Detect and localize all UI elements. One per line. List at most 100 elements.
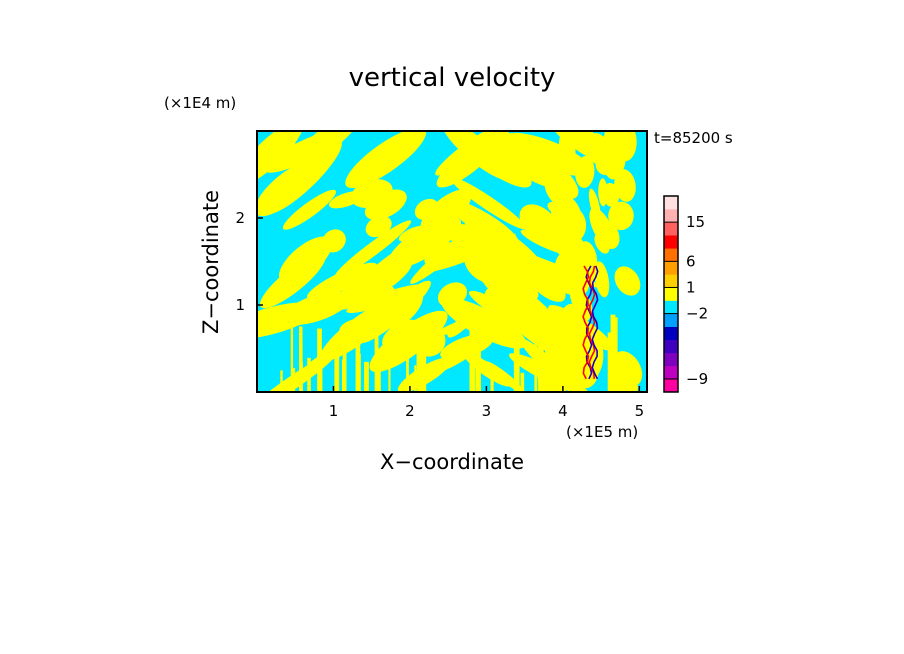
positive-region-69: [264, 131, 342, 173]
positive-region-64: [339, 319, 365, 336]
positive-region-78: [520, 229, 573, 255]
colorbar-label-3: 6: [686, 252, 696, 270]
positive-region-51: [257, 302, 320, 340]
colorbar-level-9: [664, 261, 678, 275]
x-tick-label-0: 1: [329, 402, 339, 420]
updraft-core-line-2: [591, 265, 599, 380]
colorbar-level-13: [664, 209, 678, 223]
positive-region-30: [334, 220, 412, 278]
surface-streak-22: [307, 357, 311, 392]
positive-region-121: [558, 207, 587, 243]
y-axis-ticks: 12: [235, 209, 263, 314]
x-tick-label-1: 2: [405, 402, 415, 420]
colorbar-level-7: [664, 287, 678, 301]
surface-streak-4: [364, 361, 369, 392]
colorbar-level-6: [664, 300, 678, 314]
positive-region-88: [472, 131, 548, 182]
x-tick-label-4: 5: [635, 402, 645, 420]
positive-region-28: [360, 280, 431, 343]
surface-streak-11: [610, 314, 616, 392]
positive-region-77: [307, 262, 378, 300]
positive-region-83: [558, 131, 597, 145]
surface-streak-20: [299, 326, 303, 392]
colorbar-level-2: [664, 352, 678, 367]
surface-streak-37: [300, 361, 303, 392]
positive-region-87: [387, 216, 462, 269]
colorbar-level-11: [664, 235, 678, 249]
surface-streak-18: [607, 332, 612, 392]
colorbar-level-3: [664, 339, 678, 354]
x-axis-label: X−coordinate: [380, 450, 524, 474]
surface-streak-28: [375, 332, 378, 392]
positive-region-112: [614, 266, 641, 296]
positive-region-75: [328, 191, 364, 209]
plot-area: [257, 131, 647, 392]
positive-region-123: [612, 351, 643, 387]
positive-region-70: [282, 189, 337, 230]
x-tick-label-2: 3: [482, 402, 492, 420]
colorbar-label-4: 15: [686, 213, 705, 231]
colorbar-level-5: [664, 313, 678, 327]
surface-streak-24: [416, 349, 422, 392]
surface-streak-16: [541, 339, 544, 392]
positive-region-130: [614, 169, 636, 202]
positive-region-125: [537, 367, 566, 392]
surface-streak-21: [520, 372, 525, 392]
positive-region-66: [257, 162, 315, 217]
surface-streak-15: [490, 378, 494, 392]
y-axis-label: Z−coordinate: [199, 190, 223, 334]
surface-streak-29: [613, 317, 618, 392]
positive-velocity-regions: [257, 131, 643, 392]
colorbar: −9 −2 1 6 15: [663, 195, 708, 393]
positive-region-115: [547, 317, 566, 342]
surface-streak-14: [545, 326, 550, 392]
surface-streak-19: [576, 315, 582, 392]
surface-streak-13: [342, 345, 347, 392]
positive-region-72: [517, 139, 574, 193]
positive-region-126: [567, 341, 599, 389]
positive-region-93: [475, 262, 536, 321]
positive-region-5: [447, 199, 519, 247]
positive-region-129: [575, 155, 595, 188]
surface-streak-1: [280, 370, 283, 392]
positive-region-94: [484, 361, 524, 392]
positive-region-127: [563, 133, 576, 176]
surface-streak-17: [469, 314, 472, 392]
x-axis-ticks: 1 2 3 4 5: [329, 386, 644, 420]
positive-region-82: [308, 294, 353, 316]
colorbar-level-12: [664, 222, 678, 236]
positive-region-135: [589, 207, 616, 249]
surface-streak-32: [414, 365, 417, 392]
positive-region-55: [441, 297, 527, 349]
plot-frame: [256, 130, 648, 393]
positive-region-57: [345, 131, 427, 189]
positive-region-76: [524, 263, 566, 302]
updraft-core-line-1: [588, 265, 596, 379]
positive-region-79: [365, 215, 392, 238]
positive-region-92: [410, 227, 479, 284]
convective-updraft-region: [582, 265, 599, 380]
positive-region-120: [551, 345, 578, 391]
x-tick-label-3: 4: [558, 402, 568, 420]
surface-streak-39: [291, 368, 296, 392]
colorbar-label-1: −2: [686, 305, 708, 323]
surface-streak-26: [476, 334, 480, 392]
surface-streak-36: [513, 338, 520, 392]
positive-region-58: [279, 236, 333, 284]
x-unit-label: (×1E5 m): [566, 423, 638, 441]
surface-streak-9: [420, 353, 427, 392]
time-label: t=85200 s: [654, 129, 733, 147]
colorbar-level-4: [664, 326, 678, 341]
updraft-core-line-0: [585, 265, 593, 380]
positive-region-136: [595, 153, 619, 176]
colorbar-level-14: [664, 196, 678, 210]
y-unit-label: (×1E4 m): [164, 94, 236, 112]
surface-streak-38: [406, 356, 409, 392]
surface-streak-23: [388, 351, 391, 392]
surface-streak-5: [538, 331, 544, 392]
surface-streak-35: [317, 328, 322, 392]
colorbar-level-8: [664, 274, 678, 288]
positive-region-67: [450, 176, 527, 230]
colorbar-frame: [663, 195, 679, 393]
